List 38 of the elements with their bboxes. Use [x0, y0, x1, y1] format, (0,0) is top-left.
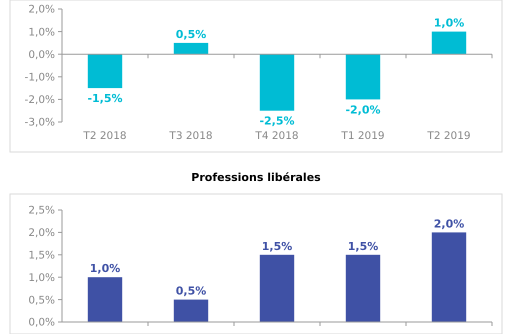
data-label: 0,5% [176, 284, 206, 298]
data-label: 1,5% [348, 240, 378, 253]
y-tick-label: 1,5% [28, 249, 56, 262]
bar [432, 32, 466, 54]
data-label: -2,5% [259, 114, 295, 128]
y-tick-label: -3,0% [24, 116, 56, 129]
x-tick-label: T4 2018 [254, 130, 299, 142]
bar [88, 54, 122, 88]
data-label: 1,5% [262, 240, 292, 253]
x-tick-label: T2 2019 [426, 130, 471, 142]
bar [88, 277, 122, 322]
x-tick-label: T1 2019 [340, 130, 385, 142]
y-tick-label: 2,5% [28, 204, 56, 217]
x-tick-label: T3 2018 [168, 130, 213, 142]
y-tick-label: 0,0% [28, 316, 56, 329]
bar [260, 54, 294, 111]
y-tick-label: 2,0% [28, 4, 56, 16]
data-label: 2,0% [434, 217, 464, 230]
bar [260, 254, 294, 322]
y-tick-label: 0,5% [28, 294, 56, 306]
data-label: -2,0% [345, 103, 381, 116]
bar [346, 254, 380, 322]
x-tick-label: T2 2018 [82, 130, 127, 142]
y-tick-label: 1,0% [28, 26, 56, 38]
bar [174, 42, 208, 54]
y-tick-label: -1,0% [24, 71, 56, 84]
y-tick-label: -2,0% [24, 94, 56, 106]
bar [346, 54, 380, 100]
chart-title: Professions libérales [191, 171, 322, 184]
data-label: 1,0% [434, 16, 464, 30]
bar [432, 232, 466, 322]
y-tick-label: 0,0% [28, 48, 56, 61]
data-label: 0,5% [176, 28, 206, 41]
bar [174, 300, 208, 322]
data-label: 1,0% [90, 262, 120, 276]
y-tick-label: 2,0% [28, 227, 56, 240]
y-tick-label: 1,0% [28, 272, 56, 284]
data-label: -1,5% [87, 92, 123, 106]
